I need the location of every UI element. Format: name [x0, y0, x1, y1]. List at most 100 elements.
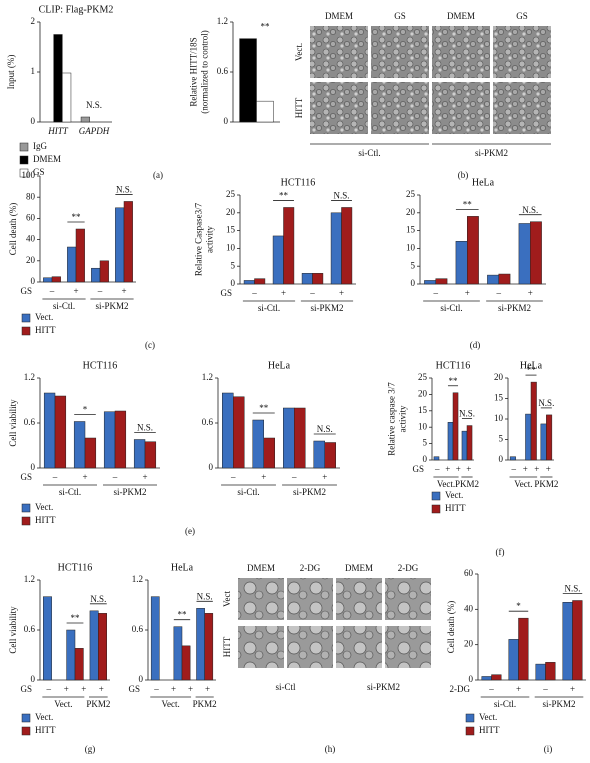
panel-label: (f) — [496, 547, 505, 557]
legend-swatch — [19, 142, 29, 152]
bar — [452, 392, 459, 461]
micrograph — [371, 82, 429, 134]
bar — [173, 626, 183, 681]
bar — [243, 280, 255, 285]
y-tick-label: 0 — [499, 454, 504, 464]
panel-label: (i) — [544, 744, 553, 754]
x-tick-label: – — [251, 288, 257, 298]
legend-swatch — [21, 726, 31, 736]
y-tick-label: 10 — [494, 413, 504, 423]
y-tick-label: 0.6 — [132, 624, 144, 634]
y-tick-label: 0 — [469, 674, 474, 684]
bar — [525, 413, 532, 461]
y-tick-label: 0 — [224, 116, 229, 126]
y-tick-label: 20 — [464, 639, 474, 649]
chart-title: HCT116 — [58, 562, 93, 573]
x-tick-label: GAPDH — [79, 126, 110, 136]
y-axis-label: Relative caspase 3/7 — [387, 382, 397, 456]
annotation: N.S. — [333, 191, 349, 201]
y-tick-label: 2 — [31, 16, 36, 26]
legend-label: HITT — [445, 503, 466, 513]
legend-label: HITT — [35, 725, 56, 735]
legend-swatch — [19, 168, 29, 178]
bar — [312, 273, 324, 285]
x-row-label: GS — [20, 684, 32, 694]
y-tick-label: 1.2 — [217, 16, 228, 26]
bar — [67, 246, 77, 283]
x-tick-label: – — [309, 288, 315, 298]
bar — [330, 212, 342, 285]
y-tick-label: 15 — [406, 225, 416, 235]
y-tick-label: 1.2 — [132, 574, 143, 584]
bar — [509, 456, 516, 461]
group-label: Vect. — [514, 479, 532, 489]
y-tick-label: 0.6 — [217, 66, 229, 76]
bar — [99, 260, 109, 283]
bar — [204, 613, 214, 681]
x-tick-label: – — [97, 286, 103, 296]
bar — [283, 207, 295, 285]
bar — [487, 274, 500, 285]
legend-label: Vect. — [479, 712, 497, 722]
y-tick-label: 80 — [26, 191, 36, 201]
bar — [424, 280, 437, 285]
bar — [98, 613, 107, 681]
x-row-label: 2-DG — [450, 684, 471, 694]
bar — [283, 407, 295, 469]
x-tick-label: – — [49, 286, 55, 296]
bar — [498, 273, 511, 285]
chart-title: CLIP: Flag-PKM2 — [39, 4, 114, 15]
column-label: GS — [394, 11, 406, 21]
y-tick-label: 10 — [406, 242, 416, 252]
micrograph — [432, 26, 490, 78]
x-tick-label: – — [511, 464, 517, 474]
column-label: 2-DG — [398, 563, 419, 573]
y-tick-label: 40 — [464, 603, 474, 613]
y-tick-label: 20 — [406, 207, 416, 217]
x-tick-label: – — [434, 464, 440, 474]
annotation: N.S. — [538, 398, 554, 408]
micrograph — [385, 626, 431, 668]
bar — [233, 396, 245, 469]
x-tick-label: + — [281, 288, 286, 298]
group-label: si-PKM2 — [293, 487, 326, 497]
y-tick-label: 60 — [26, 212, 36, 222]
y-axis-label: Relative HITT/18S — [189, 37, 199, 106]
y-tick-label: 0 — [31, 276, 36, 286]
group-label: si-Ctl. — [494, 699, 516, 709]
x-tick-label: + — [534, 464, 539, 474]
column-label: DMEM — [247, 563, 275, 573]
x-tick-label: + — [121, 286, 126, 296]
y-axis-label: Input (%) — [6, 55, 16, 90]
bar — [294, 407, 306, 469]
micrograph — [310, 82, 368, 134]
chart-title: HCT116 — [281, 177, 316, 188]
annotation: ** — [463, 199, 473, 209]
group-label: PKM2 — [86, 699, 110, 709]
annotation: N.S. — [317, 424, 333, 434]
bar — [301, 273, 313, 285]
bar — [545, 662, 556, 681]
micrograph — [336, 578, 382, 620]
bar — [263, 437, 275, 469]
chart-title: HeLa — [268, 360, 291, 371]
bar — [80, 116, 90, 123]
micrograph — [287, 626, 333, 668]
y-tick-label: 5 — [499, 434, 504, 444]
x-tick-label: + — [466, 464, 471, 474]
bar — [150, 596, 160, 681]
group-label: si-PKM2 — [542, 699, 575, 709]
legend-swatch — [431, 491, 441, 501]
y-axis-label: (normalized to control) — [200, 30, 210, 113]
x-tick-label: – — [230, 472, 236, 482]
row-label: HITT — [294, 97, 304, 118]
y-tick-label: 0 — [209, 462, 214, 472]
bar — [51, 276, 61, 283]
micrograph — [371, 26, 429, 78]
chart-title: HeLa — [472, 177, 495, 188]
x-tick-label: + — [546, 464, 551, 474]
annotation: N.S. — [197, 591, 213, 601]
y-axis-label: Cell death (%) — [446, 601, 456, 653]
group-label: Vect. — [54, 699, 72, 709]
bar — [256, 100, 274, 123]
